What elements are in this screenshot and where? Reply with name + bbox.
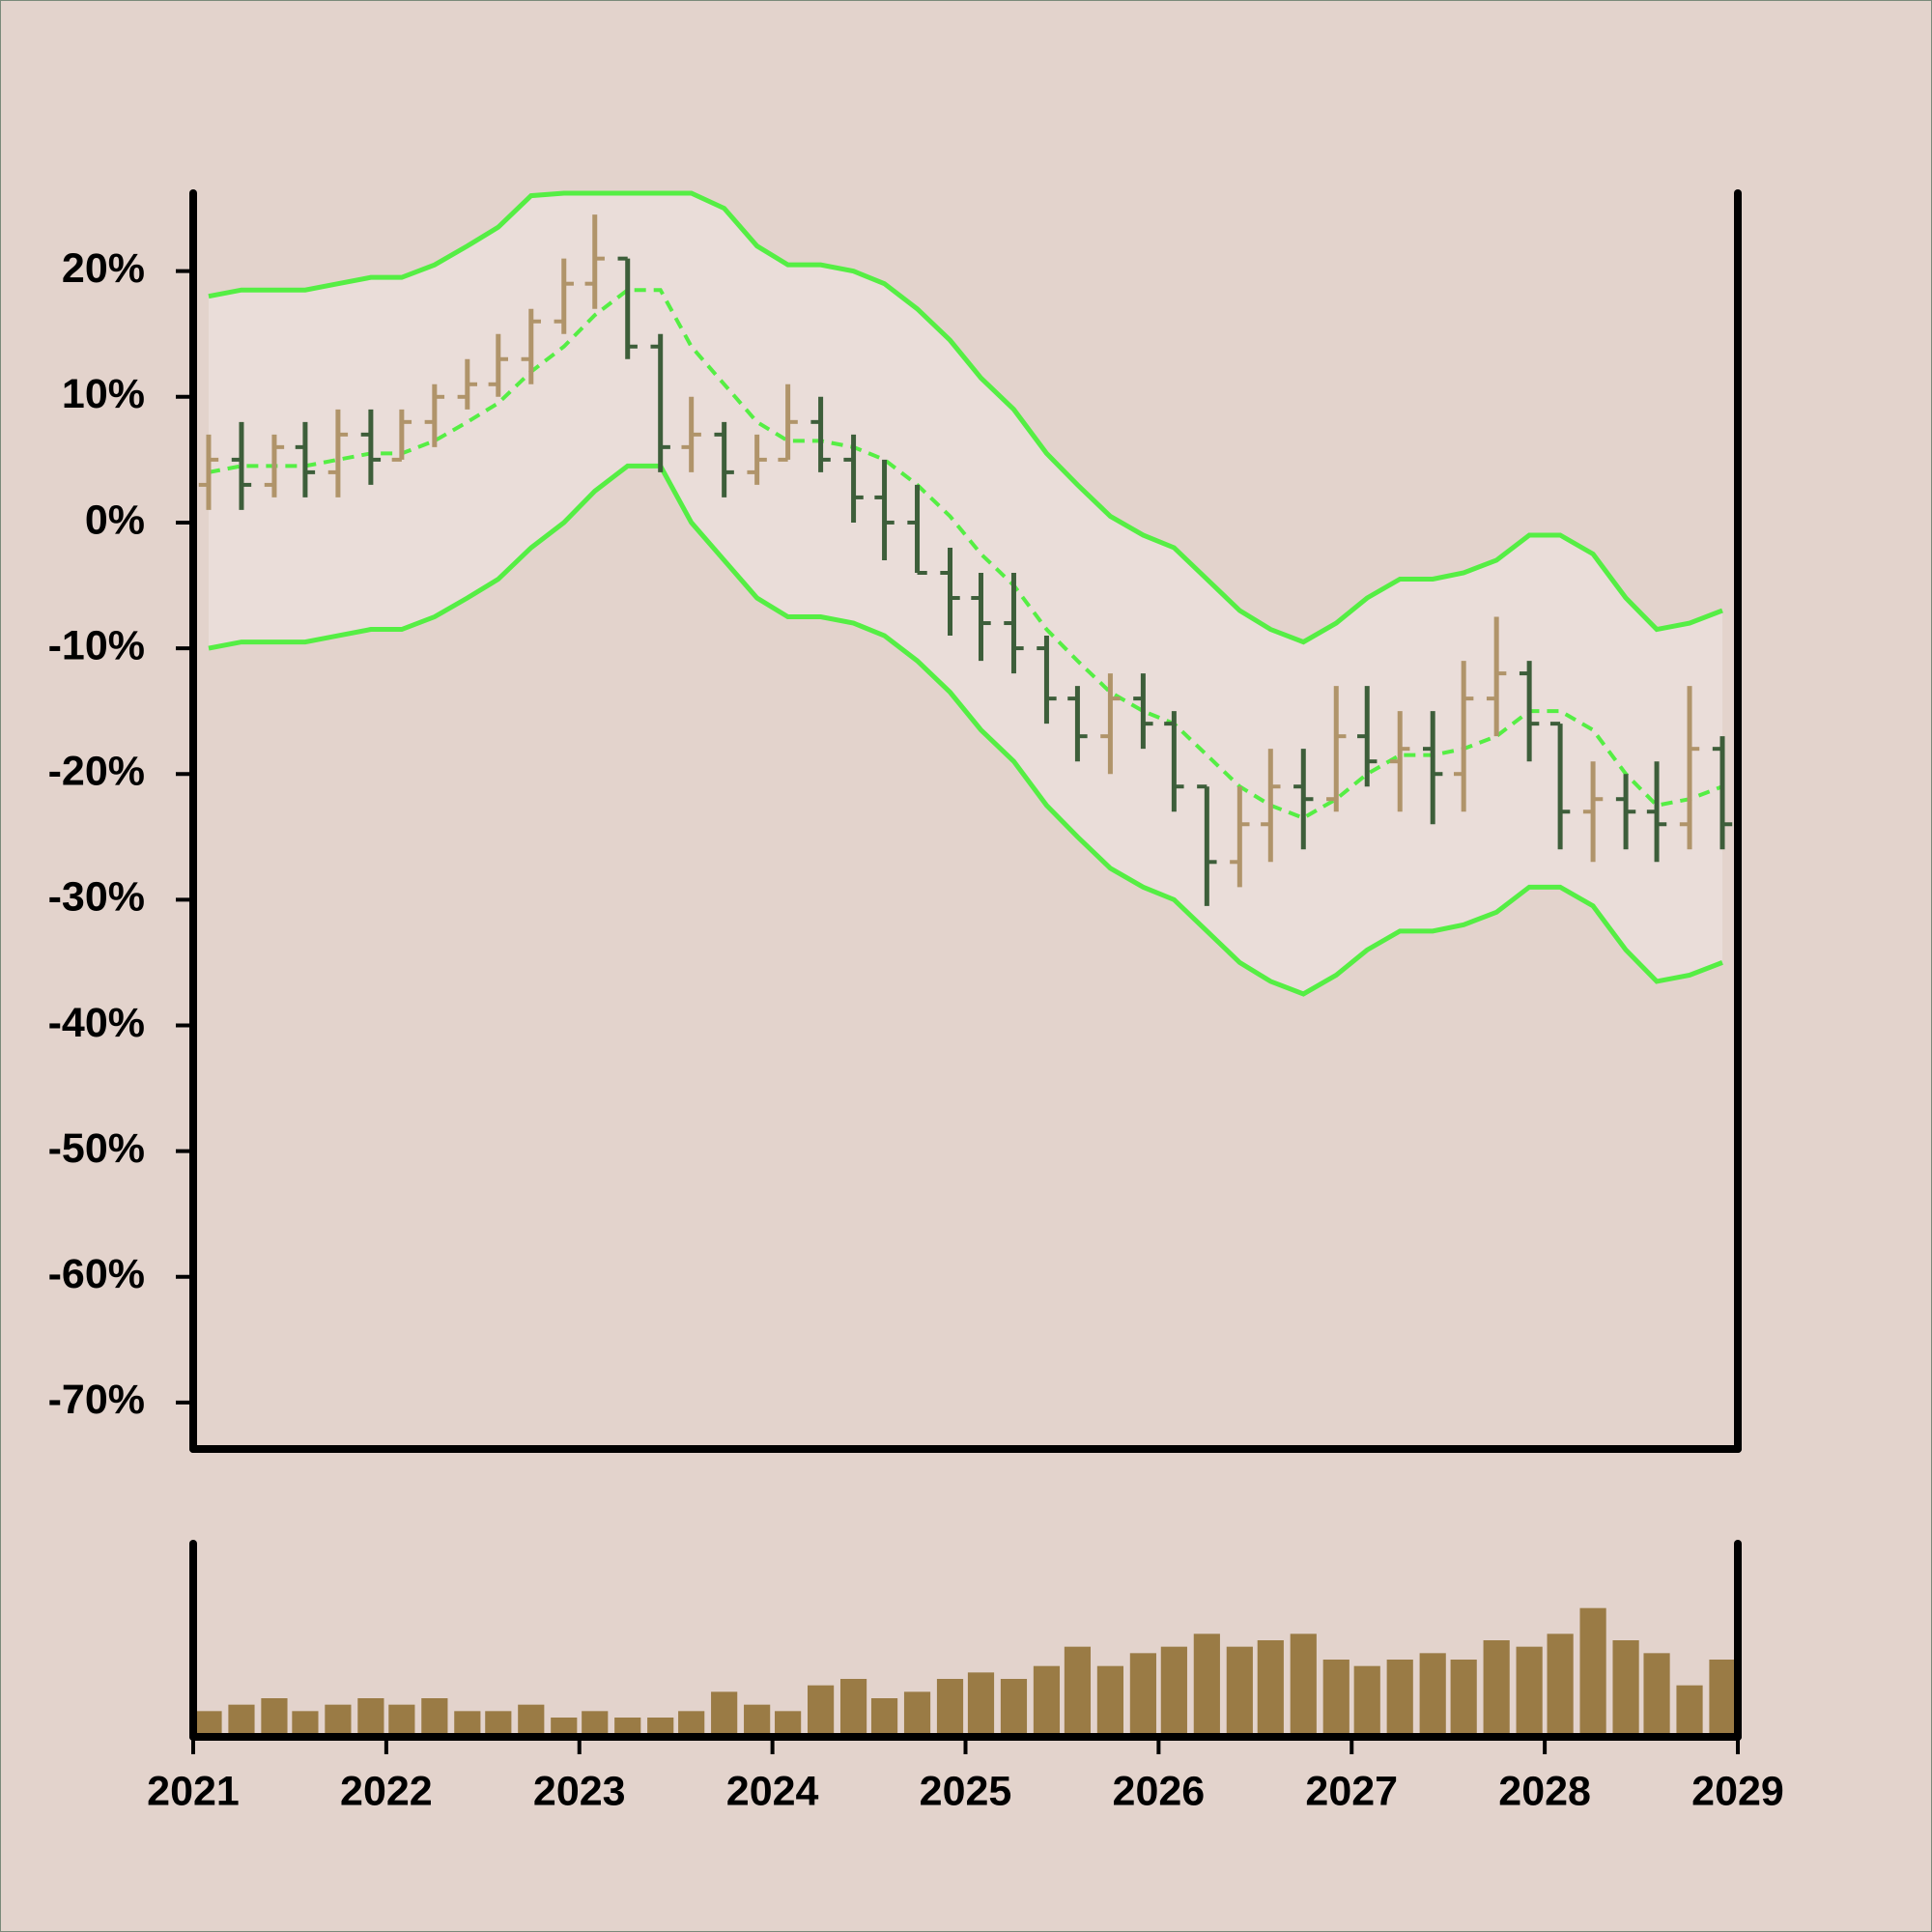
volume-bar <box>1096 1665 1123 1737</box>
volume-bar <box>1257 1640 1284 1737</box>
volume-bar <box>1290 1634 1317 1737</box>
volume-bar <box>1322 1660 1350 1737</box>
volume-bar <box>582 1711 609 1737</box>
x-tick-label: 2025 <box>920 1768 1012 1814</box>
x-tick-label: 2023 <box>533 1768 626 1814</box>
y-tick-label: -50% <box>48 1125 145 1172</box>
band-upper <box>208 190 1723 645</box>
volume-bar <box>903 1691 931 1737</box>
volume-bar <box>1643 1653 1670 1737</box>
volume-bar <box>325 1704 352 1737</box>
volume-bar <box>775 1711 802 1737</box>
volume-bar <box>1676 1685 1703 1737</box>
volume-bar <box>421 1698 448 1737</box>
volume-bar <box>967 1672 995 1737</box>
y-tick-label: 0% <box>85 497 145 543</box>
volume-bar <box>485 1711 512 1737</box>
volume-bar <box>518 1704 545 1737</box>
y-tick-label: -60% <box>48 1251 145 1297</box>
volume-bar <box>1160 1646 1187 1737</box>
volume-bar <box>1709 1660 1736 1737</box>
volume-bar <box>1193 1634 1220 1737</box>
y-tick-label: 20% <box>62 245 145 292</box>
volume-bar <box>1226 1646 1253 1737</box>
x-tick-label: 2022 <box>340 1768 433 1814</box>
y-tick-label: -40% <box>48 1000 145 1046</box>
y-tick-label: -30% <box>48 874 145 921</box>
y-tick-label: -70% <box>48 1377 145 1423</box>
volume-bar <box>870 1698 898 1737</box>
y-tick-label: -20% <box>48 749 145 795</box>
volume-bar <box>808 1685 835 1737</box>
volume-bar <box>1612 1640 1639 1737</box>
band-middle <box>208 288 1723 820</box>
x-tick-label: 2021 <box>147 1768 240 1814</box>
volume-bar <box>1386 1660 1413 1737</box>
volume-bar <box>711 1691 738 1737</box>
volume-bar <box>647 1718 674 1737</box>
volume-bar <box>744 1704 771 1737</box>
volume-bar <box>1129 1653 1156 1737</box>
x-tick-label: 2028 <box>1498 1768 1591 1814</box>
volume-bar <box>1547 1634 1574 1737</box>
volume-bar <box>839 1679 867 1737</box>
x-tick-label: 2024 <box>726 1768 819 1814</box>
volume-bar <box>936 1679 964 1737</box>
volume-bar <box>261 1698 288 1737</box>
y-tick-label: 10% <box>62 371 145 417</box>
volume-bar <box>1450 1660 1477 1737</box>
volume-bar <box>195 1711 222 1737</box>
volume-bar <box>454 1711 481 1737</box>
volume-bar <box>1483 1640 1510 1737</box>
volume-bar <box>357 1698 384 1737</box>
volume-bar <box>551 1718 578 1737</box>
volume-bar <box>1516 1646 1543 1737</box>
volume-bar <box>678 1711 705 1737</box>
volume-bar <box>1419 1653 1446 1737</box>
volume-bar <box>1000 1679 1028 1737</box>
x-tick-label: 2026 <box>1113 1768 1206 1814</box>
volume-bar <box>388 1704 415 1737</box>
volume-bar <box>228 1704 255 1737</box>
band-lower <box>208 463 1723 997</box>
volume-bar <box>292 1711 319 1737</box>
volume-bar <box>614 1718 641 1737</box>
volume-bar <box>1064 1646 1092 1737</box>
volume-bar <box>1579 1607 1606 1737</box>
volume-bar <box>1353 1665 1380 1737</box>
x-tick-label: 2027 <box>1305 1768 1398 1814</box>
volume-bar <box>1033 1665 1061 1737</box>
y-tick-label: -10% <box>48 622 145 668</box>
x-tick-label: 2029 <box>1691 1768 1784 1814</box>
